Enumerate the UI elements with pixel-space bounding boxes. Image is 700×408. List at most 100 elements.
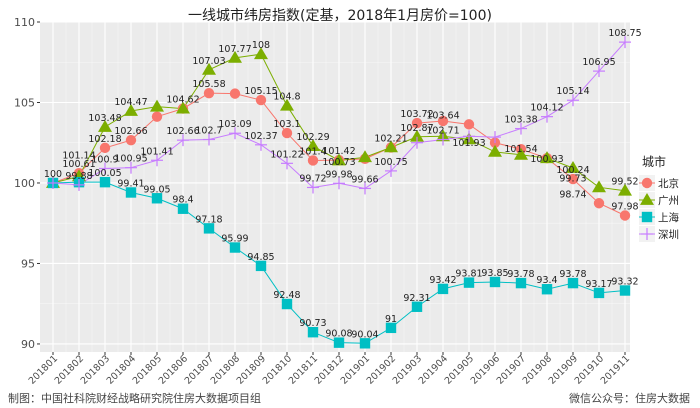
legend-label-3: 深圳 — [658, 229, 679, 241]
y-tick-label: 90 — [21, 338, 35, 351]
data-point-3-10 — [307, 181, 319, 194]
data-label-28: 104.8 — [273, 92, 300, 103]
data-label-23: 95.99 — [221, 234, 248, 245]
data-point-2-11 — [333, 337, 345, 348]
data-point-2-22 — [619, 285, 631, 296]
data-label-44: 91 — [385, 314, 397, 325]
data-label-1: 101.14 — [62, 151, 95, 162]
data-point-0-22 — [619, 210, 631, 221]
footer-credit: 制图：中国社科院财经战略研究院住房大数据项目组 — [8, 392, 261, 405]
data-label-24: 108 — [252, 40, 270, 51]
data-label-15: 102.66 — [166, 126, 199, 137]
legend-label-1: 广州 — [658, 195, 679, 207]
legend-label-2: 上海 — [658, 211, 679, 224]
data-label-27: 94.85 — [247, 252, 274, 263]
data-label-5: 102.18 — [88, 134, 121, 145]
data-label-52: 93.81 — [455, 269, 482, 280]
data-point-1-8 — [254, 47, 268, 60]
data-point-3-9 — [281, 157, 293, 170]
legend-key-marker-3 — [641, 228, 653, 240]
data-label-68: 99.52 — [611, 177, 638, 188]
data-label-53: 93.85 — [481, 268, 508, 279]
data-point-3-7 — [229, 127, 241, 140]
y-axis: 90 95 100 105 110 — [14, 16, 40, 351]
data-label-8: 104.47 — [114, 97, 147, 108]
data-label-56: 93.78 — [507, 269, 534, 280]
data-label-2: 100.61 — [62, 159, 95, 170]
data-point-2-19 — [541, 284, 553, 295]
data-point-3-2 — [99, 162, 111, 175]
data-label-58: 100.93 — [530, 154, 563, 165]
data-label-6: 100.9 — [91, 154, 118, 165]
data-label-50: 93.42 — [429, 275, 456, 286]
data-point-0-21 — [593, 198, 605, 209]
data-point-3-21 — [593, 65, 605, 78]
data-label-57: 104.12 — [530, 103, 563, 114]
data-point-2-14 — [411, 301, 423, 312]
data-point-3-11 — [333, 177, 345, 190]
data-label-13: 99.05 — [143, 184, 170, 195]
data-point-1-21 — [592, 180, 606, 193]
chart-title: 一线城市纬房指数(定基，2018年1月房价=100) — [188, 7, 492, 24]
data-point-1-19 — [540, 151, 554, 164]
data-point-3-8 — [255, 138, 267, 151]
data-point-1-20 — [566, 161, 580, 173]
data-labels: 100101.14100.6199.88103.48102.18100.9100… — [44, 28, 642, 340]
data-label-34: 99.72 — [299, 173, 326, 184]
data-point-2-6 — [203, 223, 215, 234]
data-label-12: 101.41 — [140, 146, 173, 157]
data-point-2-4 — [151, 193, 163, 204]
legend-key-marker-1 — [640, 193, 654, 205]
data-label-22: 103.09 — [218, 119, 251, 130]
data-label-70: 93.32 — [611, 277, 638, 288]
data-point-0-4 — [151, 111, 163, 122]
legend-label-0: 北京 — [658, 177, 679, 190]
data-label-46: 102.87 — [400, 123, 433, 134]
series-markers — [46, 36, 632, 349]
data-point-1-11 — [332, 153, 346, 166]
data-point-1-14 — [410, 129, 424, 142]
data-label-31: 92.48 — [273, 290, 300, 301]
data-point-1-6 — [202, 62, 216, 75]
data-point-2-2 — [99, 176, 111, 188]
data-point-3-19 — [541, 110, 553, 123]
data-point-2-13 — [385, 322, 397, 334]
data-label-55: 101.54 — [504, 144, 537, 155]
data-label-48: 103.64 — [426, 110, 459, 121]
data-point-3-20 — [567, 94, 579, 107]
data-label-47: 92.31 — [403, 293, 430, 304]
data-point-0-14 — [411, 117, 423, 129]
data-label-10: 100.95 — [114, 154, 147, 165]
data-point-1-17 — [488, 144, 502, 157]
data-label-11: 99.41 — [117, 178, 144, 189]
data-label-21: 107.77 — [218, 44, 251, 55]
data-point-0-15 — [437, 115, 449, 127]
data-point-2-20 — [567, 277, 579, 289]
data-label-20: 97.18 — [195, 214, 222, 225]
data-point-0-10 — [307, 155, 319, 166]
data-label-66: 93.17 — [585, 279, 612, 290]
data-label-3: 99.88 — [65, 171, 92, 182]
data-point-3-18 — [515, 122, 527, 135]
y-tick-label: 105 — [14, 96, 35, 109]
data-label-40: 99.66 — [351, 174, 378, 185]
data-label-17: 107.03 — [192, 56, 225, 67]
data-label-30: 101.22 — [270, 149, 303, 160]
data-point-3-16 — [463, 130, 475, 143]
data-point-0-3 — [125, 134, 137, 146]
data-label-25: 105.15 — [244, 86, 277, 97]
data-point-1-2 — [98, 119, 112, 132]
data-point-3-0 — [47, 176, 59, 189]
data-point-1-9 — [280, 98, 294, 111]
data-point-2-10 — [307, 327, 319, 338]
legend-key-marker-2 — [641, 211, 653, 223]
y-tick-label: 110 — [14, 16, 35, 29]
data-point-2-12 — [359, 338, 371, 349]
data-point-1-5 — [176, 101, 190, 114]
data-label-59: 93.4 — [536, 275, 557, 286]
data-point-3-22 — [619, 36, 631, 49]
data-label-49: 102.71 — [426, 125, 459, 136]
data-point-3-15 — [437, 133, 449, 146]
